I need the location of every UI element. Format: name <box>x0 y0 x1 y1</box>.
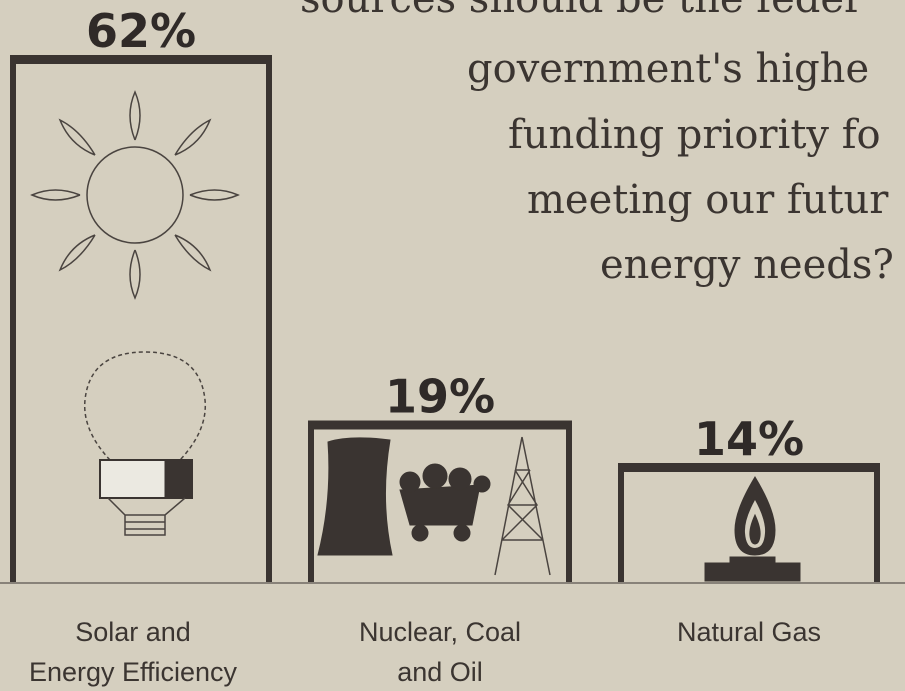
title-line: energy needs? <box>600 242 894 288</box>
category-label: Natural Gas <box>677 617 821 647</box>
value-label: 14% <box>694 412 804 466</box>
value-label: 19% <box>385 370 495 424</box>
value-label: 62% <box>86 4 196 58</box>
title-line: government's highe <box>467 46 869 92</box>
category-label: and Oil <box>397 657 483 687</box>
bar-top <box>618 463 880 472</box>
sun-icon <box>30 90 240 300</box>
title-line: funding priority fo <box>508 112 881 158</box>
category-label: Energy Efficiency <box>29 657 238 687</box>
category-label: Solar and <box>75 617 191 647</box>
bar-top <box>308 420 572 430</box>
derrick-icon <box>494 436 551 576</box>
title-line: sources should be the feder <box>300 0 864 22</box>
gas-flame-icon <box>704 476 801 582</box>
power-plant-icons <box>317 437 491 556</box>
bar-top <box>10 55 272 64</box>
category-label: Nuclear, Coal <box>359 617 521 647</box>
bulb-icon <box>83 351 207 536</box>
title-line: meeting our futur <box>527 177 889 223</box>
